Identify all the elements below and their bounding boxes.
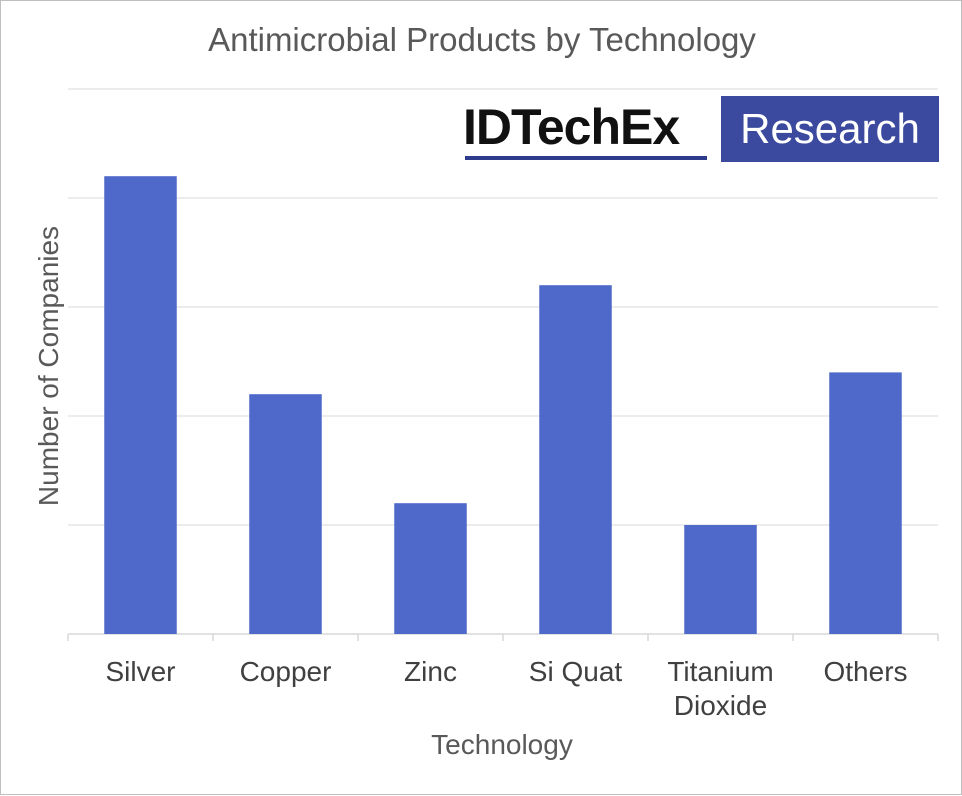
x-tick-label: Zinc bbox=[404, 656, 457, 687]
bar-zinc bbox=[394, 503, 467, 634]
logo-underline bbox=[465, 156, 707, 160]
x-tick-label: Titanium Dioxide bbox=[667, 656, 773, 721]
bar-others bbox=[829, 372, 902, 634]
logo-research-box: Research bbox=[721, 96, 939, 162]
idtechex-logo: IDTechEx Research bbox=[463, 96, 939, 164]
logo-research-text: Research bbox=[740, 105, 920, 152]
x-axis-label: Technology bbox=[431, 729, 573, 760]
bar-si-quat bbox=[539, 285, 612, 634]
bar-silver bbox=[104, 176, 177, 634]
bar-titanium-dioxide bbox=[684, 525, 757, 634]
bar-copper bbox=[249, 394, 322, 634]
x-tick-label: Silver bbox=[105, 656, 175, 687]
x-tick-label: Copper bbox=[240, 656, 332, 687]
x-tick-label: Others bbox=[823, 656, 907, 687]
chart-title: Antimicrobial Products by Technology bbox=[208, 21, 756, 58]
x-tick-label: Si Quat bbox=[529, 656, 623, 687]
logo-brand-text: IDTechEx bbox=[463, 99, 680, 155]
